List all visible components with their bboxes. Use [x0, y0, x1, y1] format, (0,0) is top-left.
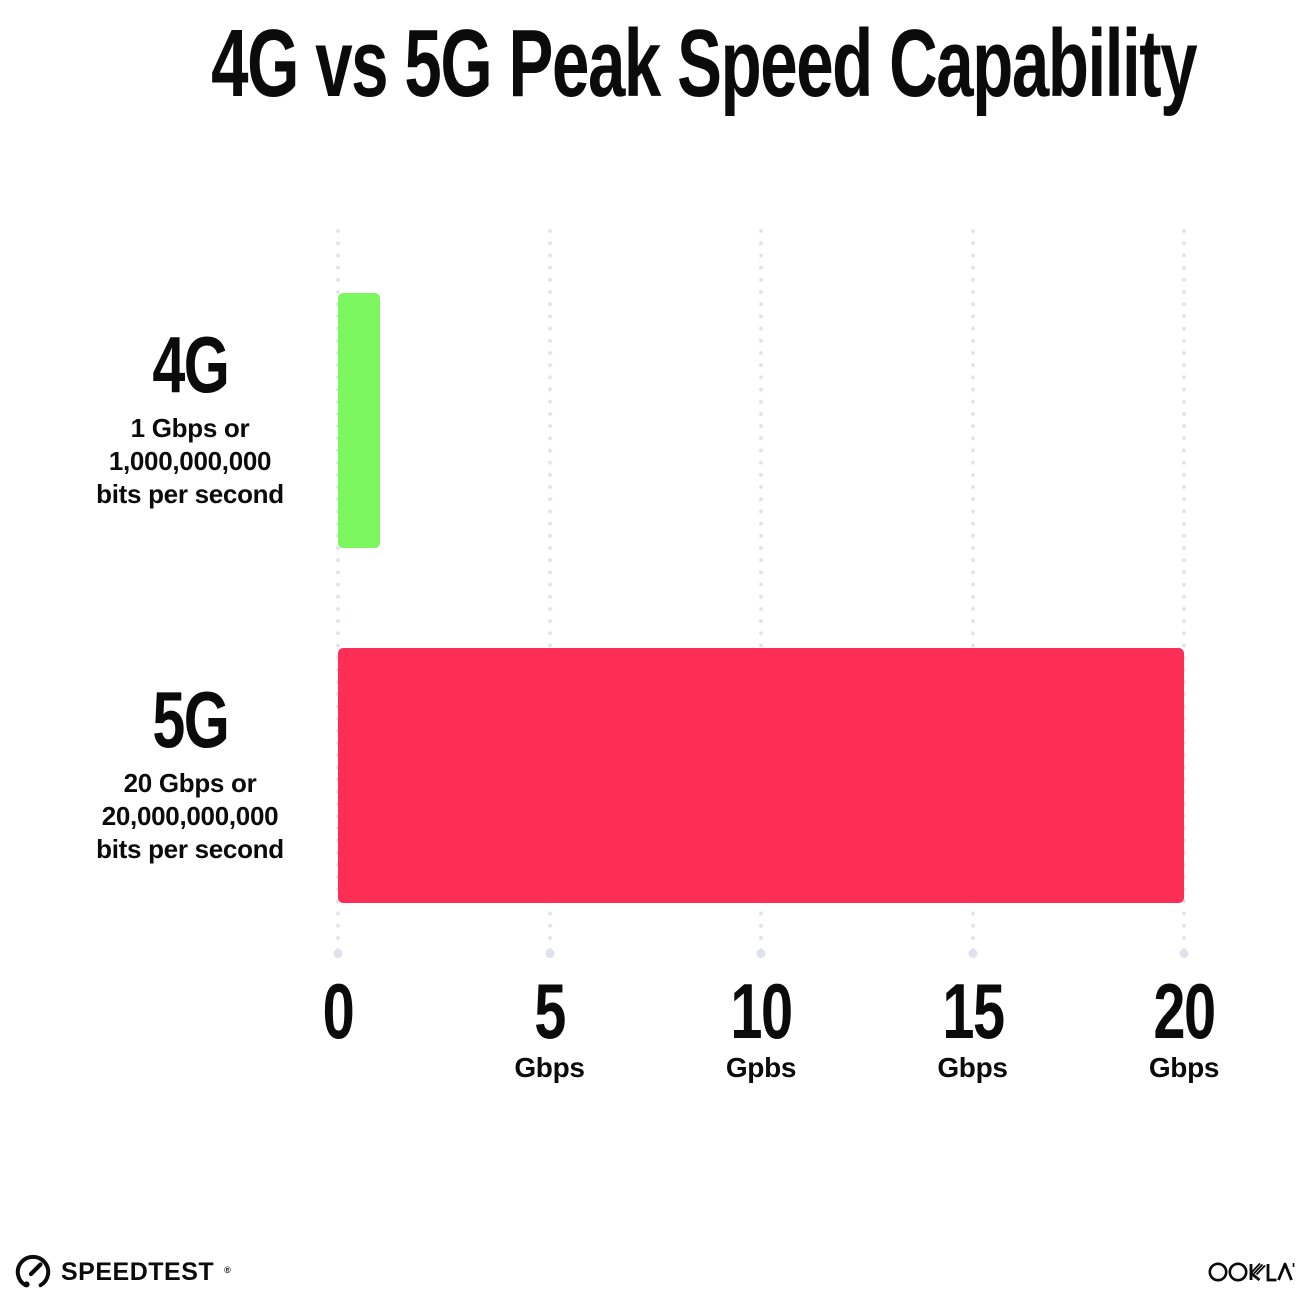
- row-desc-line: bits per second: [96, 479, 284, 509]
- speedtest-wordmark: SPEEDTEST: [61, 1257, 215, 1286]
- row-desc-line: 20,000,000,000: [101, 801, 279, 831]
- row-desc-line: 20 Gbps or: [123, 768, 257, 798]
- row-name-5g: 5G: [151, 675, 229, 764]
- plot-area: [335, 225, 1187, 955]
- x-tick-unit: Gbps: [514, 1052, 585, 1083]
- gridline-0: [335, 225, 341, 955]
- x-tick-10: 10 Gpbs: [720, 967, 803, 1084]
- row-desc-line: 1,000,000,000: [108, 446, 272, 476]
- gridline-20: [1181, 225, 1187, 955]
- row-name-4g: 4G: [151, 320, 229, 409]
- row-desc-line: bits per second: [96, 834, 284, 864]
- chart-title-text: 4G vs 5G Peak Speed Capability: [211, 10, 1198, 117]
- x-tick-number: 0: [322, 967, 355, 1055]
- x-tick-5: 5 Gbps: [514, 967, 585, 1084]
- x-tick-number: 15: [941, 967, 1005, 1055]
- row-desc-line: 1 Gbps or: [130, 413, 250, 443]
- gridline-15: [969, 225, 976, 955]
- bar-4g: [338, 293, 381, 548]
- x-tick-0: 0: [317, 967, 358, 1055]
- ookla-logo: [1207, 1258, 1295, 1284]
- row-description-5g: 20 Gbps or 20,000,000,000 bits per secon…: [45, 767, 335, 866]
- x-tick-20: 20 Gbps: [1143, 967, 1226, 1084]
- speedometer-icon: [15, 1254, 51, 1288]
- x-axis: 0 5 Gbps 10 Gpbs 15 Gbps 20 Gbps: [323, 967, 1220, 1095]
- row-label-4g: 4G 1 Gbps or 1,000,000,000 bits per seco…: [45, 325, 335, 511]
- x-tick-number: 20: [1153, 967, 1216, 1055]
- row-label-5g: 5G 20 Gbps or 20,000,000,000 bits per se…: [45, 680, 335, 866]
- speedtest-logo: SPEEDTEST ®: [14, 1253, 231, 1291]
- gridline-5: [546, 225, 553, 955]
- x-tick-15: 15 Gbps: [931, 967, 1014, 1084]
- x-tick-unit: Gbps: [1148, 1052, 1220, 1083]
- gridline-10: [758, 225, 764, 955]
- x-tick-number: 10: [730, 967, 793, 1055]
- bar-5g: [338, 648, 1184, 903]
- ookla-wordmark-icon: [1208, 1262, 1295, 1282]
- chart-title: 4G vs 5G Peak Speed Capability: [0, 14, 1308, 114]
- x-tick-unit: Gbps: [937, 1052, 1008, 1083]
- x-tick-unit: Gpbs: [725, 1052, 797, 1083]
- row-description-4g: 1 Gbps or 1,000,000,000 bits per second: [45, 412, 335, 511]
- x-tick-number: 5: [534, 967, 566, 1055]
- registered-trademark-mark: ®: [224, 1265, 231, 1275]
